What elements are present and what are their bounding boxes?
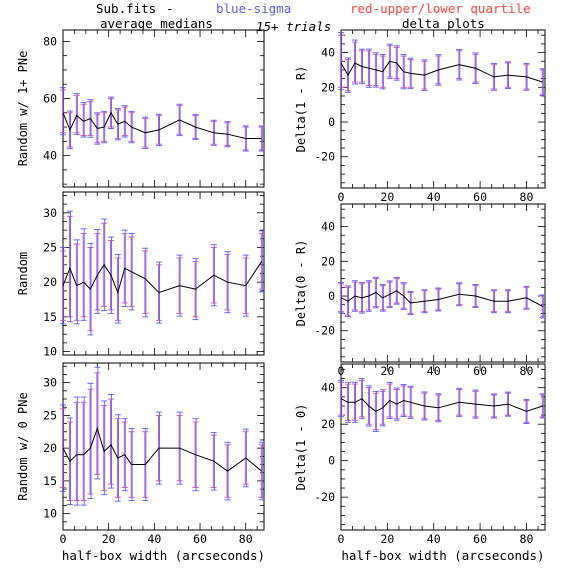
x-axis-label: half-box width (arcseconds) [341, 548, 544, 563]
y-tick-label: 40 [321, 220, 335, 234]
y-tick-label: 40 [321, 46, 335, 60]
x-tick-label: 20 [380, 190, 394, 204]
y-tick-label: 15 [43, 474, 57, 488]
y-tick-label: 20 [321, 254, 335, 268]
y-axis-label: Random [16, 252, 30, 295]
x-tick-label: 0 [338, 532, 345, 546]
y-tick-label: 30 [43, 376, 57, 390]
legend-dash: - [166, 1, 174, 16]
series-line [62, 261, 263, 295]
x-tick-label: 0 [60, 532, 67, 546]
y-axis-label: Random w/ 0 PNe [16, 392, 30, 500]
plot-frame [340, 363, 546, 531]
x-tick-label: 20 [380, 532, 394, 546]
y-axis-label: Delta(1 - R) [294, 66, 308, 153]
x-tick-label: 40 [427, 532, 441, 546]
x-tick-label: 80 [520, 532, 534, 546]
y-axis-label: Delta(0 - R) [294, 240, 308, 327]
panel-left-middle: 10 15 20 25 30 Random [16, 191, 265, 359]
y-tick-label: 0 [328, 115, 335, 129]
y-tick-label: 20 [321, 417, 335, 431]
y-axis-label: Random w/ 1+ PNe [16, 51, 30, 167]
legend-red-quartile: red-upper/lower quartile [350, 1, 531, 16]
x-tick-label: 60 [473, 190, 487, 204]
x-axis-label: half-box width (arcseconds) [62, 548, 265, 563]
left-column-title: average medians [100, 16, 213, 31]
panel-right-bottom: 0 20 40 60 80 -20 0 20 40 Delta(1 - 0) half-box wi… [294, 363, 546, 563]
y-axis-label: Delta(1 - 0) [294, 404, 308, 491]
y-tick-label: 20 [43, 275, 57, 289]
y-tick-label: -20 [314, 324, 335, 338]
series-line [340, 290, 543, 307]
y-tick-label: 30 [43, 206, 57, 220]
trials-label: 15+ trials [256, 19, 331, 34]
y-tick-label: 10 [43, 345, 57, 359]
x-tick-label: 40 [147, 532, 161, 546]
series-line [62, 111, 262, 139]
y-tick-label: 80 [43, 34, 57, 48]
y-tick-label: 0 [328, 454, 335, 468]
series-line [62, 426, 263, 472]
x-tick-label: 0 [338, 190, 345, 204]
y-tick-label: 20 [321, 80, 335, 94]
x-tick-label: 40 [427, 190, 441, 204]
y-tick-label: 20 [43, 441, 57, 455]
y-tick-label: 60 [43, 92, 57, 106]
legend-blue-sigma: blue-sigma [216, 1, 291, 16]
plot-frame [340, 203, 546, 363]
x-tick-label: 60 [473, 532, 487, 546]
series-line [340, 398, 543, 412]
x-tick-label: 20 [102, 532, 116, 546]
y-tick-label: 40 [321, 381, 335, 395]
panel-left-bottom: 0 20 40 60 80 10 15 20 25 30 Random w/ 0 PNe half-b… [16, 362, 265, 563]
plot-frame [340, 29, 546, 189]
file-label: Sub.fits [96, 1, 156, 16]
plot-frame [62, 362, 265, 531]
x-tick-label: 80 [239, 532, 253, 546]
y-tick-label: 0 [328, 289, 335, 303]
y-tick-label: -20 [314, 490, 335, 504]
x-tick-label: 80 [520, 190, 534, 204]
y-tick-label: 25 [43, 408, 57, 422]
y-tick-label: 40 [43, 149, 57, 163]
right-column-title: delta plots [402, 16, 485, 31]
y-tick-label: 15 [43, 310, 57, 324]
y-tick-label: -20 [314, 150, 335, 164]
panel-left-top: 40 60 80 Random w/ 1+ PNe [16, 29, 265, 188]
series-line [340, 60, 543, 83]
plot-frame [62, 29, 265, 188]
x-tick-label: 60 [193, 532, 207, 546]
panel-right-top: 0 20 40 60 80 -20 0 20 40 Delta(1 - R) [294, 29, 546, 204]
y-tick-label: 25 [43, 240, 57, 254]
y-tick-label: 10 [43, 507, 57, 521]
